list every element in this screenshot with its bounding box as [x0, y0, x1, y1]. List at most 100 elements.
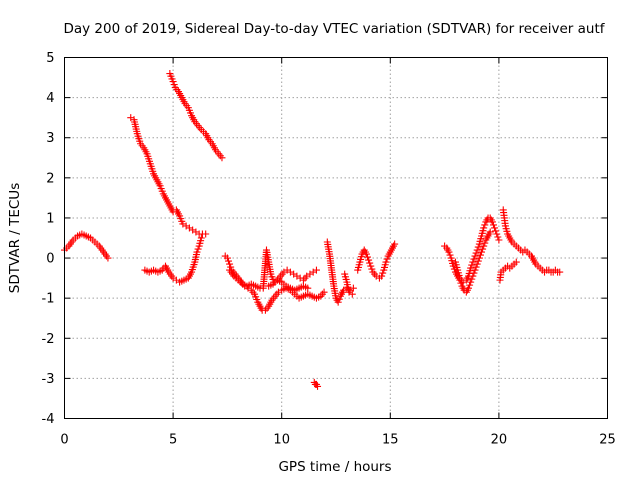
data-points	[61, 70, 564, 390]
data-point	[194, 245, 202, 253]
series-arc-8	[323, 238, 357, 306]
data-point	[480, 242, 488, 250]
data-point	[226, 260, 234, 268]
y-axis-label: SDTVAR / TECUs	[7, 183, 23, 293]
x-tick-label: 25	[599, 433, 616, 448]
data-point	[218, 154, 226, 162]
data-point	[379, 269, 387, 277]
series-arc-7	[265, 276, 312, 294]
data-point	[479, 245, 487, 253]
data-point	[104, 254, 112, 262]
data-point	[366, 259, 374, 267]
data-point	[469, 258, 477, 266]
data-point	[348, 290, 356, 298]
data-point	[467, 264, 475, 272]
data-point	[494, 233, 502, 241]
data-point	[472, 263, 480, 271]
data-point	[202, 230, 210, 238]
data-point	[491, 224, 499, 232]
data-point	[472, 249, 480, 257]
data-point	[349, 284, 357, 292]
x-tick-label: 20	[491, 433, 508, 448]
series-arc-9	[341, 270, 356, 298]
series-arc-3	[166, 70, 226, 162]
series-arc-13	[451, 214, 503, 286]
x-tick-label: 0	[60, 433, 68, 448]
data-point	[304, 284, 312, 292]
data-point	[474, 243, 482, 251]
data-point	[468, 275, 476, 283]
data-point	[314, 382, 322, 390]
series-arc-2	[127, 114, 210, 238]
data-point	[445, 248, 453, 256]
plot-frame	[64, 57, 608, 419]
data-point	[362, 250, 370, 258]
data-point	[471, 266, 479, 274]
data-point	[478, 248, 486, 256]
data-point	[489, 221, 497, 229]
data-point	[481, 221, 489, 229]
data-point	[449, 262, 457, 270]
data-point	[471, 252, 479, 260]
grid	[64, 57, 608, 419]
series-arc-14	[496, 206, 564, 284]
data-point	[320, 288, 328, 296]
x-tick-label: 10	[273, 433, 290, 448]
series-arc-11	[310, 378, 322, 390]
data-point	[335, 295, 343, 303]
data-point	[468, 261, 476, 269]
y-tick-label: -1	[42, 292, 55, 307]
data-point	[486, 228, 494, 236]
data-point	[495, 236, 503, 244]
data-point	[170, 81, 178, 89]
data-point	[197, 234, 205, 242]
data-point	[512, 258, 520, 266]
data-point	[446, 251, 454, 259]
data-point	[474, 257, 482, 265]
y-tick-label: 4	[46, 91, 54, 106]
data-point	[368, 265, 376, 273]
series-arc-15	[499, 258, 520, 274]
series-arc-10	[354, 240, 399, 282]
y-tick-label: -4	[42, 412, 55, 427]
data-point	[382, 258, 390, 266]
data-point	[363, 253, 371, 261]
data-point	[492, 227, 500, 235]
data-point	[493, 230, 501, 238]
y-tick-label: -2	[42, 332, 55, 347]
data-point	[367, 262, 375, 270]
data-point	[193, 248, 201, 256]
data-point	[488, 218, 496, 226]
x-tick-label: 5	[169, 433, 177, 448]
y-tick-label: 0	[46, 252, 54, 267]
y-tick-label: 5	[46, 51, 54, 66]
series-arc-4	[141, 234, 205, 286]
data-point	[391, 240, 399, 248]
axis-ticks: 0 5 10 15 20 25 -4 -3 -2 -1 0 1 2 3 4 5	[42, 51, 616, 448]
data-point	[223, 254, 231, 262]
data-point	[466, 281, 474, 289]
data-point	[480, 224, 488, 232]
y-tick-label: 2	[46, 171, 54, 186]
data-point	[475, 254, 483, 262]
data-point	[556, 268, 564, 276]
data-point	[312, 266, 320, 274]
data-point	[169, 78, 177, 86]
data-point	[365, 256, 373, 264]
data-point	[334, 298, 342, 306]
chart-title: Day 200 of 2019, Sidereal Day-to-day VTE…	[63, 21, 605, 37]
data-point	[378, 272, 386, 280]
series-arc-12	[441, 228, 494, 296]
data-point	[473, 246, 481, 254]
y-tick-label: -3	[42, 372, 55, 387]
x-axis-label: GPS time / hours	[278, 459, 391, 475]
data-point	[481, 239, 489, 247]
data-point	[467, 278, 475, 286]
data-point	[473, 260, 481, 268]
y-tick-label: 3	[46, 131, 54, 146]
data-point	[224, 257, 232, 265]
data-point	[476, 251, 484, 259]
data-point	[470, 255, 478, 263]
